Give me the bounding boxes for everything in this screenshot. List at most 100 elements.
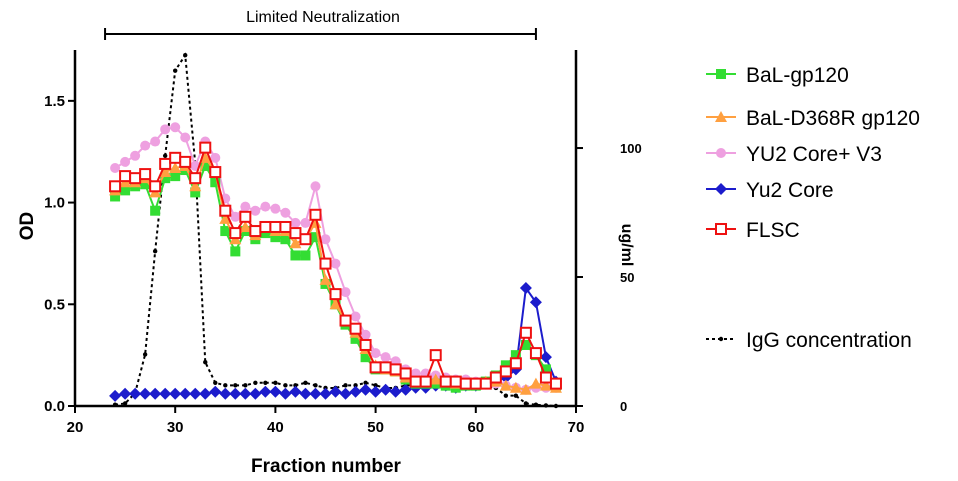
data-point [239,210,252,223]
data-point [110,162,121,173]
x-tick-label: 20 [67,419,84,436]
data-point [519,282,532,295]
y-axis-label: OD [17,212,38,241]
data-point [160,124,171,135]
data-point [140,140,151,151]
data-point [539,371,552,384]
data-point [150,136,161,147]
data-point [152,249,158,254]
data-point [160,173,171,184]
data-point [213,380,218,385]
data-point [290,217,301,228]
x-tick-label: 70 [568,419,585,436]
data-point [429,349,442,362]
data-point [159,157,172,170]
y-tick-label: 1.0 [44,195,65,212]
data-point [509,381,522,393]
data-point [170,122,181,133]
data-point [350,333,361,344]
data-point [459,377,472,390]
data-point [270,203,281,214]
series-igg-concentration [112,52,559,409]
data-point [389,363,402,376]
data-point [449,375,462,388]
y2-tick-label: 100 [620,141,642,156]
data-point [230,211,241,222]
data-point [240,201,251,212]
data-point [162,153,168,158]
data-point [359,383,372,396]
data-point [233,383,238,388]
data-point [130,150,141,161]
axes-layer: 20 30 40 50 60 70 0.0 0.5 1.0 1.5 0 50 100 [44,50,642,436]
data-point [289,385,302,398]
data-point [310,181,321,192]
data-point [190,187,201,198]
legend-swatch-marker [716,69,726,79]
data-point [219,204,232,217]
legend-item: YU2 Core+ V3 [706,143,882,166]
legend-item: BaL-gp120 [706,64,849,87]
data-point [179,387,192,400]
data-point [140,179,151,190]
data-point [510,350,521,361]
data-point [339,314,352,327]
legend-item: BaL-D368R gp120 [706,107,920,130]
data-point [529,377,542,389]
data-point [259,220,272,233]
data-point [419,375,432,388]
data-point [340,287,351,298]
data-point [159,387,172,400]
data-point [370,348,381,359]
data-point [319,273,332,285]
legend-label: Yu2 Core [746,179,834,202]
series-line [114,163,557,389]
data-point [109,180,122,193]
data-point [523,401,529,406]
data-point [199,387,212,400]
data-point [189,387,202,400]
legend-swatch-marker [715,111,727,122]
data-point [200,160,211,171]
x-tick-label: 30 [167,419,184,436]
data-point [429,373,442,385]
data-point [239,220,252,232]
data-point [180,132,191,143]
data-point [529,347,542,360]
data-point [239,387,252,400]
series-line [114,52,557,407]
series-flsc [109,141,562,390]
data-point [489,371,502,384]
data-point [369,385,382,398]
legend-swatch-marker [715,183,727,195]
legend-label: YU2 Core+ V3 [746,143,882,166]
data-point [219,387,232,400]
data-point [189,180,202,192]
legend-label: BaL-gp120 [746,64,849,87]
data-point [380,352,391,363]
data-point [503,393,509,398]
x-tick-label: 40 [267,419,284,436]
data-point [303,380,308,385]
data-point [173,68,178,73]
data-point [129,172,142,185]
data-point [230,246,241,257]
data-point [499,365,512,378]
data-point [289,227,302,240]
data-point [289,237,302,249]
data-point [519,326,532,339]
data-point [329,288,342,301]
data-point [439,375,452,388]
data-point [309,208,322,221]
data-point [329,385,342,398]
data-point [122,401,128,406]
data-point [283,383,288,388]
data-point [319,387,332,400]
data-point [149,387,162,400]
data-point [219,212,232,224]
data-point [280,207,291,218]
data-point [350,311,361,322]
data-point [379,383,392,396]
